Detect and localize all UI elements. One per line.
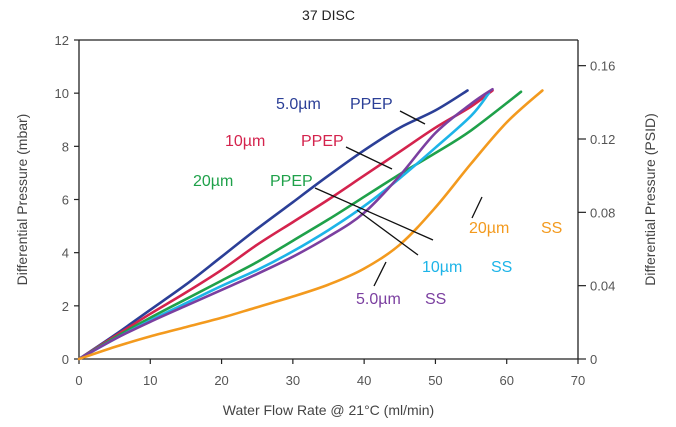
x-axis-title: Water Flow Rate @ 21°C (ml/min)	[223, 402, 434, 418]
series-label-material: PPEP	[350, 96, 393, 113]
x-tick-label: 0	[75, 373, 82, 388]
series-label-material: SS	[541, 220, 562, 237]
leader-line	[373, 261, 387, 287]
leader-line	[314, 187, 434, 241]
y-tick-label: 12	[55, 33, 69, 48]
series-label-size: 10µm	[422, 259, 462, 276]
x-tick-label: 40	[357, 373, 371, 388]
leader-line	[399, 110, 426, 125]
series-label-size: 5.0µm	[356, 291, 401, 308]
series-label-material: PPEP	[270, 173, 313, 190]
series-label-material: PPEP	[301, 133, 344, 150]
series-label-size: 20µm	[193, 173, 233, 190]
series-label-size: 5.0µm	[276, 96, 321, 113]
y-tick-label: 4	[62, 246, 69, 261]
y-tick-label: 0	[62, 352, 69, 367]
series-line	[77, 89, 544, 361]
series-label-material: SS	[491, 259, 512, 276]
y-axis-title: Differential Pressure (mbar)	[14, 114, 30, 286]
y-tick-label: 2	[62, 299, 69, 314]
y-tick-label: 6	[62, 193, 69, 208]
y2-axis-title: Differential Pressure (PSID)	[642, 113, 658, 285]
y2-tick-label: 0.08	[590, 205, 615, 220]
chart-title: 37 DISC	[302, 7, 355, 23]
y2-tick-label: 0	[590, 352, 597, 367]
series-label-size: 20µm	[469, 220, 509, 237]
x-tick-label: 50	[428, 373, 442, 388]
y-tick-label: 8	[62, 139, 69, 154]
series-label-material: SS	[425, 291, 446, 308]
y-axis-ticks: 0 2 4 6 8 10 12	[55, 33, 79, 367]
x-axis-ticks: 0 10 20 30 40 50 60 70	[75, 359, 585, 388]
series-labels: 5.0µm PPEP 10µm PPEP 20µm PPEP 10µm SS 5.0µm SS 20…	[193, 96, 562, 308]
x-tick-label: 60	[499, 373, 513, 388]
leader-line	[345, 146, 393, 170]
x-tick-label: 10	[143, 373, 157, 388]
x-tick-label: 30	[286, 373, 300, 388]
x-tick-label: 70	[571, 373, 585, 388]
series-line	[77, 90, 523, 361]
y2-tick-label: 0.04	[590, 279, 615, 294]
y-tick-label: 10	[55, 86, 69, 101]
series-lines	[77, 87, 544, 361]
leader-line	[471, 196, 483, 219]
y2-tick-label: 0.16	[590, 59, 615, 74]
series-line	[77, 89, 494, 361]
y2-axis-ticks: 0 0.04 0.08 0.12 0.16	[578, 59, 615, 367]
y2-tick-label: 0.12	[590, 132, 615, 147]
x-tick-label: 20	[214, 373, 228, 388]
leader-line	[356, 209, 419, 256]
series-label-size: 10µm	[225, 133, 265, 150]
series-line	[77, 89, 469, 361]
series-line	[77, 87, 494, 361]
